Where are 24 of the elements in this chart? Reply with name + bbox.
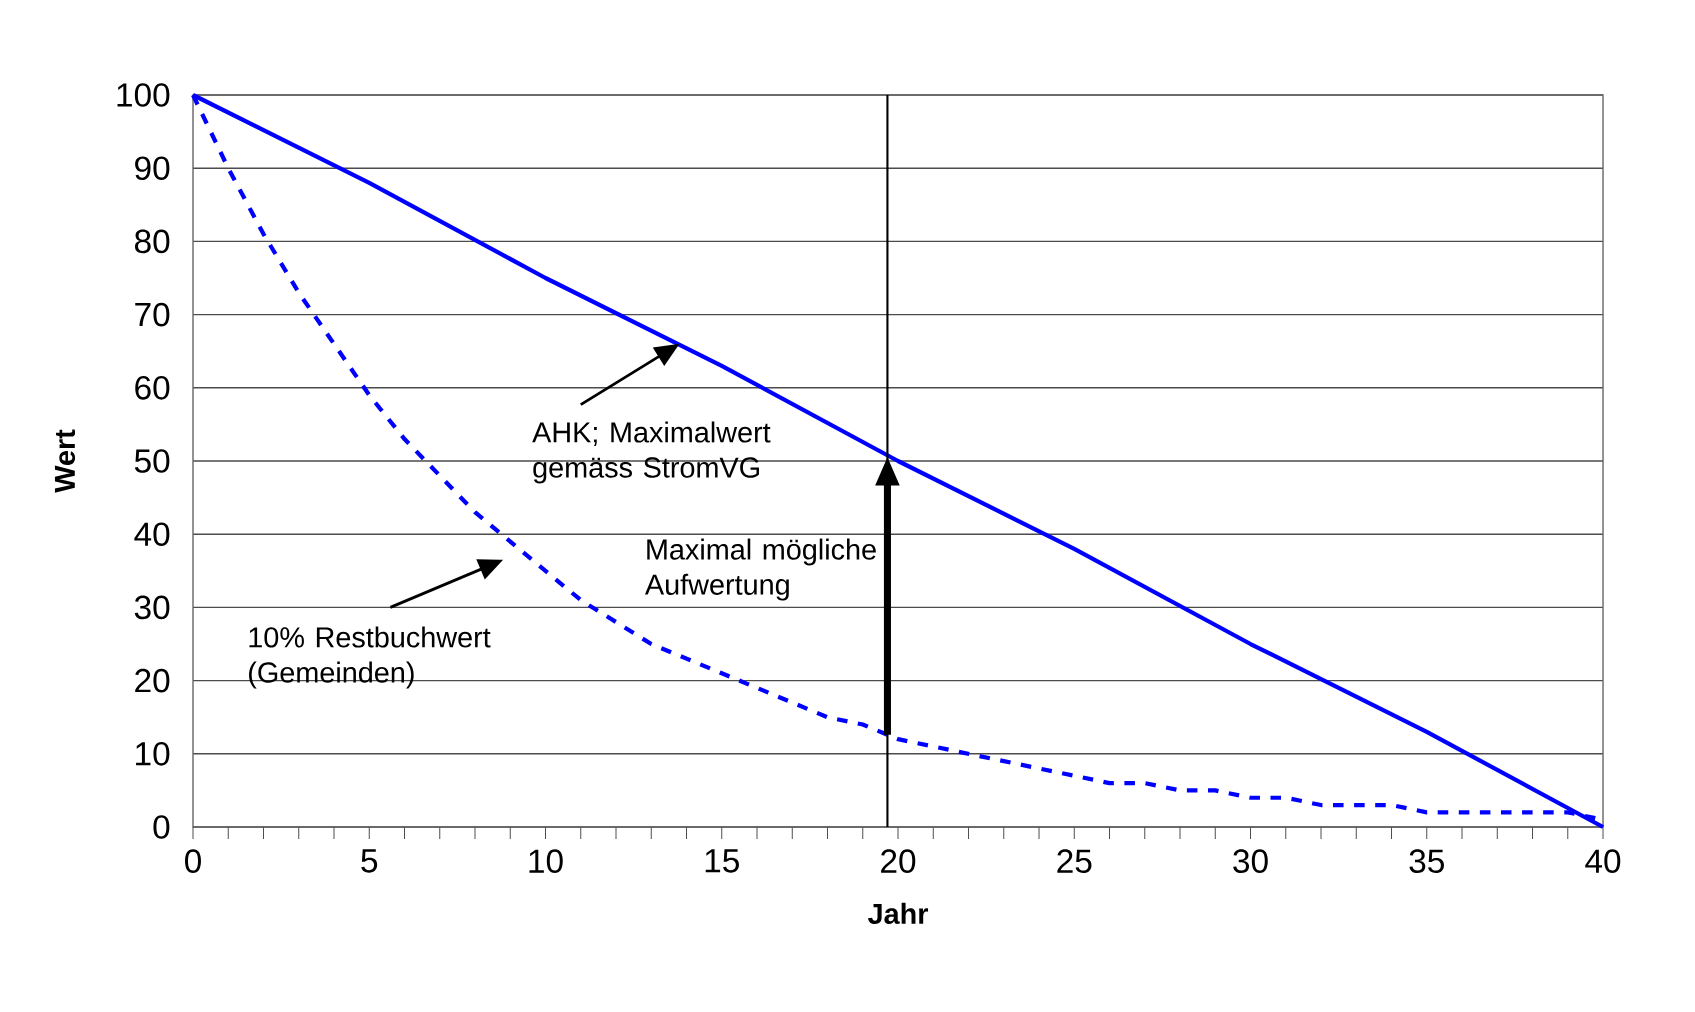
y-tick-label: 80 xyxy=(134,229,170,254)
y-tick-label: 40 xyxy=(134,522,170,547)
x-tick-label: 15 xyxy=(705,849,739,873)
y-tick-label: 0 xyxy=(153,815,170,839)
y-tick-label: 60 xyxy=(135,375,170,400)
y-tick-label: 90 xyxy=(135,156,170,181)
y-tick-label: 20 xyxy=(135,668,170,693)
x-tick-label: 10 xyxy=(529,849,563,873)
x-tick-label: 35 xyxy=(1409,849,1444,873)
y-tick-label: 70 xyxy=(135,302,170,327)
x-tick-label: 20 xyxy=(881,849,916,873)
y-axis-title: Wert xyxy=(54,429,76,493)
y-tick-label: 10 xyxy=(136,741,170,766)
y-tick-label: 100 xyxy=(117,83,170,107)
y-tick-label: 50 xyxy=(134,449,170,473)
annotation: AHK; Maximalwert gemäss StromVG xyxy=(532,421,771,484)
annotation: Maximal mögliche Aufwertung xyxy=(644,538,876,601)
x-tick-label: 25 xyxy=(1057,849,1092,873)
y-tick-label: 30 xyxy=(134,595,170,620)
x-tick-label: 0 xyxy=(185,849,201,873)
x-tick-label: 30 xyxy=(1233,849,1268,873)
x-axis-title: Jahr xyxy=(868,902,929,925)
x-tick-label: 5 xyxy=(361,849,378,873)
x-tick-label: 40 xyxy=(1585,849,1621,873)
